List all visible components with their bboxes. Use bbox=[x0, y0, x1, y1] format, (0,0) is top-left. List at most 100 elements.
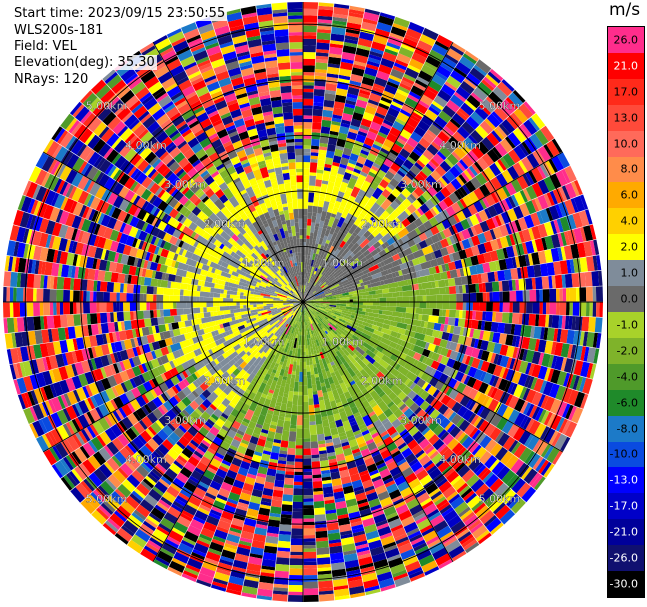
velocity-cell bbox=[341, 207, 350, 219]
velocity-cell bbox=[510, 178, 523, 193]
velocity-cell bbox=[477, 243, 487, 255]
velocity-cell bbox=[304, 288, 306, 296]
velocity-cell bbox=[309, 175, 316, 186]
velocity-cell bbox=[409, 343, 415, 351]
velocity-cell bbox=[346, 165, 355, 172]
velocity-cell bbox=[495, 312, 503, 323]
velocity-cell bbox=[116, 302, 120, 312]
velocity-cell bbox=[336, 298, 340, 301]
velocity-cell bbox=[366, 195, 378, 208]
velocity-cell bbox=[531, 351, 541, 365]
velocity-cell bbox=[389, 104, 401, 112]
velocity-cell bbox=[226, 302, 237, 306]
velocity-cell bbox=[375, 289, 383, 295]
velocity-cell bbox=[444, 317, 449, 325]
velocity-cell bbox=[382, 333, 391, 340]
velocity-cell bbox=[183, 296, 190, 302]
velocity-cell bbox=[312, 115, 323, 123]
velocity-cell bbox=[410, 164, 421, 176]
velocity-cell bbox=[139, 285, 148, 294]
velocity-cell bbox=[336, 173, 344, 179]
velocity-cell bbox=[562, 403, 571, 418]
velocity-cell bbox=[351, 215, 358, 221]
velocity-cell bbox=[464, 346, 474, 357]
velocity-cell bbox=[276, 550, 290, 559]
velocity-cell bbox=[305, 245, 309, 256]
velocity-cell bbox=[381, 144, 391, 152]
velocity-cell bbox=[316, 166, 325, 171]
velocity-cell bbox=[377, 131, 388, 139]
velocity-cell bbox=[428, 315, 439, 324]
velocity-cell bbox=[340, 122, 351, 128]
velocity-cell bbox=[371, 324, 380, 331]
velocity-cell bbox=[439, 177, 448, 187]
velocity-cell bbox=[494, 160, 504, 173]
velocity-cell bbox=[315, 253, 319, 258]
velocity-cell bbox=[341, 287, 349, 292]
velocity-cell bbox=[411, 111, 423, 120]
velocity-cell bbox=[378, 249, 387, 257]
velocity-cell bbox=[3, 302, 11, 318]
velocity-cell bbox=[319, 305, 323, 308]
velocity-cell bbox=[419, 213, 429, 224]
velocity-cell bbox=[467, 227, 474, 238]
velocity-cell bbox=[446, 324, 452, 333]
velocity-cell bbox=[26, 273, 35, 288]
velocity-cell bbox=[436, 294, 443, 302]
velocity-cell bbox=[325, 279, 329, 284]
velocity-cell bbox=[63, 289, 70, 302]
velocity-cell bbox=[517, 373, 529, 387]
velocity-cell bbox=[472, 379, 483, 391]
velocity-cell bbox=[392, 65, 406, 74]
velocity-cell bbox=[337, 208, 344, 214]
velocity-cell bbox=[579, 377, 587, 393]
velocity-cell bbox=[580, 361, 590, 378]
velocity-cell bbox=[441, 56, 457, 70]
velocity-cell bbox=[364, 186, 376, 199]
velocity-cell bbox=[241, 285, 245, 290]
velocity-cell bbox=[306, 282, 310, 290]
velocity-cell bbox=[444, 279, 449, 287]
velocity-cell bbox=[359, 298, 367, 302]
velocity-cell bbox=[483, 252, 492, 263]
velocity-cell bbox=[324, 93, 336, 102]
velocity-cell bbox=[364, 67, 378, 77]
velocity-cell bbox=[318, 244, 325, 256]
velocity-cell bbox=[49, 289, 57, 302]
velocity-cell bbox=[561, 315, 566, 329]
velocity-cell bbox=[568, 316, 573, 330]
velocity-cell bbox=[466, 217, 474, 228]
velocity-cell bbox=[341, 153, 351, 160]
velocity-cell bbox=[430, 243, 437, 252]
velocity-cell bbox=[443, 141, 456, 154]
velocity-cell bbox=[129, 311, 134, 321]
velocity-cell bbox=[487, 271, 496, 283]
velocity-cell bbox=[431, 141, 441, 151]
velocity-cell bbox=[322, 419, 330, 428]
velocity-cell bbox=[428, 216, 439, 227]
velocity-cell bbox=[429, 287, 440, 296]
velocity-cell bbox=[549, 190, 558, 205]
velocity-cell bbox=[239, 295, 244, 299]
velocity-cell bbox=[303, 498, 314, 502]
velocity-cell bbox=[436, 256, 445, 266]
velocity-cell bbox=[456, 200, 465, 210]
velocity-cell bbox=[328, 250, 336, 260]
velocity-cell bbox=[304, 289, 308, 296]
velocity-cell bbox=[430, 360, 440, 370]
velocity-cell bbox=[468, 134, 479, 146]
velocity-cell bbox=[512, 127, 527, 143]
velocity-cell bbox=[6, 287, 10, 302]
velocity-cell bbox=[499, 355, 510, 368]
velocity-cell bbox=[97, 270, 106, 282]
velocity-cell bbox=[374, 134, 386, 145]
velocity-cell bbox=[338, 270, 348, 279]
velocity-cell bbox=[512, 162, 525, 177]
velocity-cell bbox=[462, 284, 467, 294]
velocity-cell bbox=[367, 237, 378, 248]
velocity-cell bbox=[345, 99, 357, 106]
velocity-cell bbox=[176, 308, 184, 316]
velocity-cell bbox=[420, 320, 425, 328]
velocity-cell bbox=[274, 479, 285, 488]
velocity-cell bbox=[303, 361, 307, 369]
